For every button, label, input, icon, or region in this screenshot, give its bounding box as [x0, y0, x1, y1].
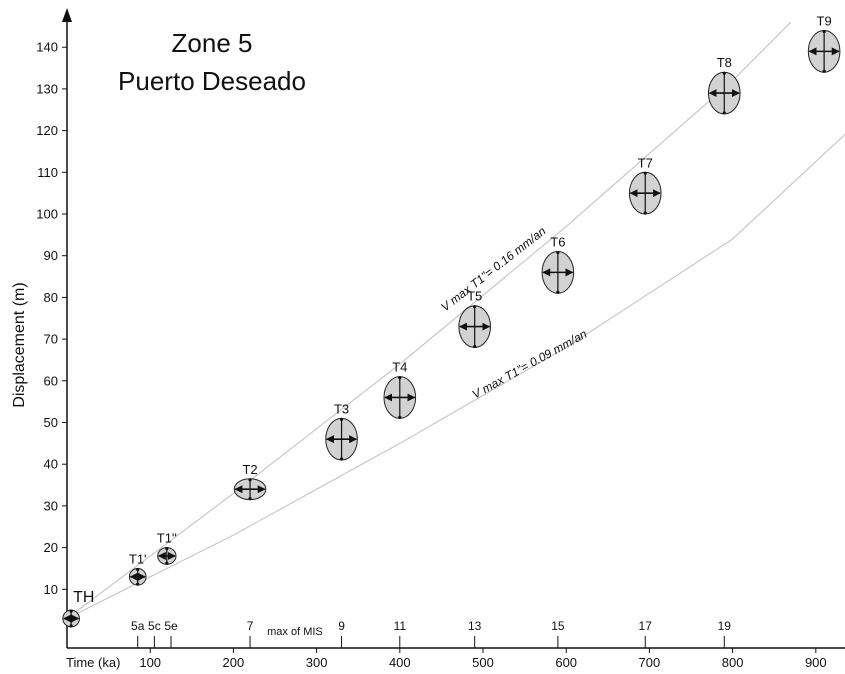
data-point-7: T5	[458, 289, 491, 349]
mis-caption: max of MIS	[267, 626, 323, 638]
x-tick-label: 800	[722, 655, 744, 670]
y-tick-label: 40	[44, 457, 58, 472]
mis-stage-label: 5e	[164, 619, 178, 633]
y-error-cap-top	[165, 547, 169, 551]
y-tick-label: 10	[44, 582, 58, 597]
x-tick-label: 300	[306, 655, 328, 670]
y-error-cap-bottom	[136, 582, 140, 586]
y-error-cap-top	[643, 171, 647, 175]
x-tick-label: 600	[555, 655, 577, 670]
y-error-cap-bottom	[556, 290, 560, 294]
y-tick-label: 60	[44, 373, 58, 388]
y-tick-label: 30	[44, 498, 58, 513]
data-point-6: T4	[383, 360, 417, 419]
point-label: T3	[334, 401, 349, 416]
mis-stage-label: 11	[394, 619, 407, 633]
mis-stage-label: 5c	[148, 619, 161, 633]
trend-line-label-1: V max T1”= 0.16 mm/an	[438, 224, 549, 315]
y-tick-label: 50	[44, 415, 58, 430]
data-point-3: T1''	[157, 531, 177, 565]
y-error-cap-bottom	[643, 211, 647, 215]
data-point-9: T7	[628, 155, 662, 215]
axes	[62, 8, 845, 649]
x-axis-label: Time (ka)	[66, 655, 120, 670]
y-tick-label: 130	[36, 81, 58, 96]
data-point-5: T3	[325, 401, 358, 461]
mis-stage-label: 17	[639, 619, 653, 633]
y-tick-label: 100	[36, 207, 58, 222]
point-label: T9	[817, 14, 832, 29]
y-error-cap-bottom	[398, 415, 402, 419]
point-label: T1''	[157, 531, 177, 546]
mis-stage-label: 5a	[131, 619, 145, 633]
y-error-cap-top	[136, 567, 140, 572]
y-error-cap-top	[69, 609, 73, 613]
mis-stage-label: 15	[551, 619, 565, 633]
y-error-cap-top	[473, 305, 477, 309]
mis-stage-label: 13	[468, 619, 482, 633]
chart-title-line-2: Puerto Deseado	[118, 66, 306, 96]
data-point-8: T6	[541, 235, 575, 294]
x-tick-label: 400	[389, 655, 411, 670]
point-label: T8	[717, 55, 732, 70]
point-label: T2	[242, 462, 257, 477]
y-error-cap-bottom	[822, 69, 826, 73]
y-error-cap-top	[248, 478, 252, 482]
y-tick-label: 90	[44, 248, 58, 263]
y-tick-label: 70	[44, 332, 58, 347]
x-tick-label: 100	[139, 655, 161, 670]
point-label: T1'	[129, 551, 147, 566]
trend-line-2	[66, 133, 845, 620]
point-label: TH	[73, 589, 94, 606]
point-label: T4	[392, 360, 407, 375]
y-error-cap-bottom	[165, 561, 169, 565]
data-point-4: T2	[233, 462, 267, 501]
mis-stage-label: 9	[338, 619, 345, 633]
y-tick-label: 120	[36, 123, 58, 138]
y-error-cap-top	[722, 71, 726, 75]
x-ticks: 100 200 300 400 500 600 700 800 900	[139, 648, 827, 670]
trend-line-1	[66, 21, 792, 619]
y-error-cap-top	[822, 29, 826, 34]
y-tick-label: 140	[36, 40, 58, 55]
chart-title-line-1: Zone 5	[172, 28, 253, 58]
y-axis-label: Displacement (m)	[11, 282, 28, 407]
y-tick-label: 110	[37, 165, 58, 180]
y-error-cap-top	[339, 417, 344, 421]
point-label: T5	[467, 289, 482, 304]
mis-stage-label: 19	[718, 619, 732, 633]
data-point-10: T8	[707, 55, 741, 115]
y-error-cap-bottom	[339, 457, 344, 461]
mis-stage-label: 7	[247, 619, 254, 633]
data-point-11: T9	[807, 14, 841, 73]
y-axis-arrow	[62, 8, 72, 22]
y-error-cap-bottom	[473, 344, 477, 349]
point-label: T7	[638, 155, 653, 170]
y-error-cap-bottom	[722, 111, 726, 115]
y-error-cap-bottom	[248, 497, 252, 501]
y-error-cap-top	[556, 250, 560, 255]
x-tick-label: 900	[805, 655, 827, 670]
y-tick-label: 20	[44, 540, 58, 555]
y-error-cap-top	[398, 376, 402, 380]
data-points: TH T1' T1'' T2 T3 T4 T5 T6 T7 T8 T9	[62, 14, 841, 628]
point-label: T6	[550, 235, 565, 250]
x-tick-label: 700	[639, 655, 661, 670]
mis-stage-labels: 5a 5c 5e 7 9 11 13 15 17 19 max of MIS	[131, 619, 731, 648]
y-ticks: 10 20 30 40 50 60 70 80 90 100 110 120 130 140	[36, 40, 67, 597]
data-point-1: TH	[62, 589, 94, 628]
data-point-2: T1'	[129, 551, 147, 586]
x-tick-label: 500	[472, 655, 494, 670]
y-tick-label: 80	[44, 290, 58, 305]
y-error-cap-bottom	[69, 624, 73, 628]
x-tick-label: 200	[223, 655, 245, 670]
